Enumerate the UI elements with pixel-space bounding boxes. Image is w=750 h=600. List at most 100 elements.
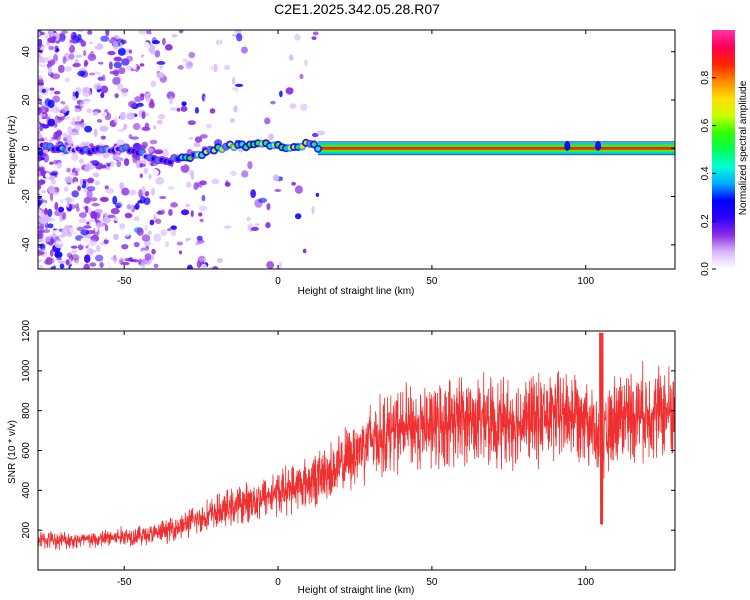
noise-cell [96, 48, 103, 56]
noise-cell [241, 170, 249, 178]
noise-cell [181, 101, 187, 107]
noise-cell [150, 187, 155, 196]
noise-cell [38, 264, 44, 269]
y-tick-label: 20 [21, 94, 32, 106]
noise-cell [103, 239, 109, 244]
noise-cell [64, 104, 70, 112]
tone-band-core [318, 146, 675, 150]
noise-cell [264, 117, 271, 125]
noise-cell [55, 217, 60, 226]
noise-cell [44, 98, 51, 107]
noise-cell [212, 266, 219, 269]
noise-cell [219, 37, 221, 45]
noise-cell [294, 185, 303, 194]
noise-cell [234, 83, 244, 88]
noise-cell [38, 68, 46, 74]
noise-cell [151, 254, 155, 261]
noise-cell [94, 155, 103, 160]
noise-cell [170, 225, 177, 230]
noise-cell [167, 186, 175, 190]
noise-cell [104, 185, 109, 190]
noise-cell [81, 114, 91, 119]
noise-cell [94, 227, 99, 232]
noise-cell [99, 227, 103, 232]
noise-cell [38, 217, 46, 223]
noise-cell [41, 88, 47, 93]
noise-cell [188, 136, 194, 140]
noise-cell [294, 213, 302, 220]
noise-cell [105, 100, 114, 109]
noise-cell [199, 218, 204, 223]
noise-cell [105, 69, 110, 78]
noise-cell [38, 179, 46, 185]
noise-cell [101, 74, 106, 82]
noise-cell [256, 36, 262, 43]
noise-cell [47, 223, 54, 229]
x-tick-label: 0 [275, 577, 281, 588]
noise-cell [38, 103, 41, 108]
noise-cell [47, 37, 56, 43]
noise-cell [196, 235, 203, 241]
snr-y-label: SNR (10 * v/v) [7, 420, 18, 484]
noise-cell [229, 89, 236, 93]
noise-cell [50, 230, 60, 235]
noise-cell [138, 30, 147, 35]
noise-cell [193, 182, 199, 190]
chart-title: C2E1.2025.342.05.28.R07 [274, 1, 440, 17]
noise-cell [38, 183, 42, 191]
noise-cell [79, 100, 85, 109]
track-cell [311, 142, 317, 147]
noise-cell [178, 230, 186, 239]
noise-cell [141, 111, 146, 120]
noise-cell [78, 253, 84, 258]
noise-cell [143, 167, 149, 175]
noise-cell [162, 148, 169, 157]
noise-cell [254, 222, 260, 227]
noise-cell [64, 224, 71, 231]
noise-cell [86, 185, 96, 192]
noise-cell [304, 59, 308, 67]
noise-cell [56, 171, 64, 180]
track-cell [315, 146, 321, 152]
noise-cell [220, 177, 222, 182]
noise-cell [40, 57, 47, 63]
noise-cell [68, 44, 76, 54]
noise-cell [65, 259, 70, 266]
noise-cell [171, 34, 178, 38]
noise-cell [102, 212, 109, 217]
noise-cell [114, 93, 119, 99]
noise-cell [136, 227, 144, 236]
noise-cell [140, 251, 146, 260]
noise-cell [52, 95, 61, 103]
spectrogram-x-label: Height of straight line (km) [298, 286, 415, 297]
noise-cell [194, 248, 199, 254]
noise-cell [69, 39, 77, 44]
noise-cell [141, 41, 151, 50]
noise-cell [215, 205, 218, 211]
noise-cell [221, 110, 223, 115]
noise-cell [56, 162, 62, 169]
noise-cell [156, 119, 163, 125]
noise-cell [208, 266, 213, 269]
noise-cell [75, 203, 80, 208]
noise-cell [100, 135, 106, 140]
noise-cell [106, 158, 111, 164]
noise-cell [145, 30, 153, 35]
noise-cell [164, 44, 173, 51]
noise-cell [294, 34, 301, 41]
noise-cell [162, 37, 166, 46]
noise-cell [90, 197, 98, 202]
noise-cell [51, 136, 57, 141]
noise-cell [133, 216, 140, 222]
noise-cell [226, 105, 228, 114]
noise-cell [88, 239, 97, 247]
noise-cell [127, 30, 132, 39]
noise-cell [213, 63, 218, 73]
noise-cell [123, 158, 130, 167]
noise-cell [265, 222, 271, 229]
noise-cell [112, 76, 121, 85]
noise-cell [140, 94, 145, 101]
noise-cell [72, 62, 81, 68]
noise-cell [84, 163, 91, 173]
